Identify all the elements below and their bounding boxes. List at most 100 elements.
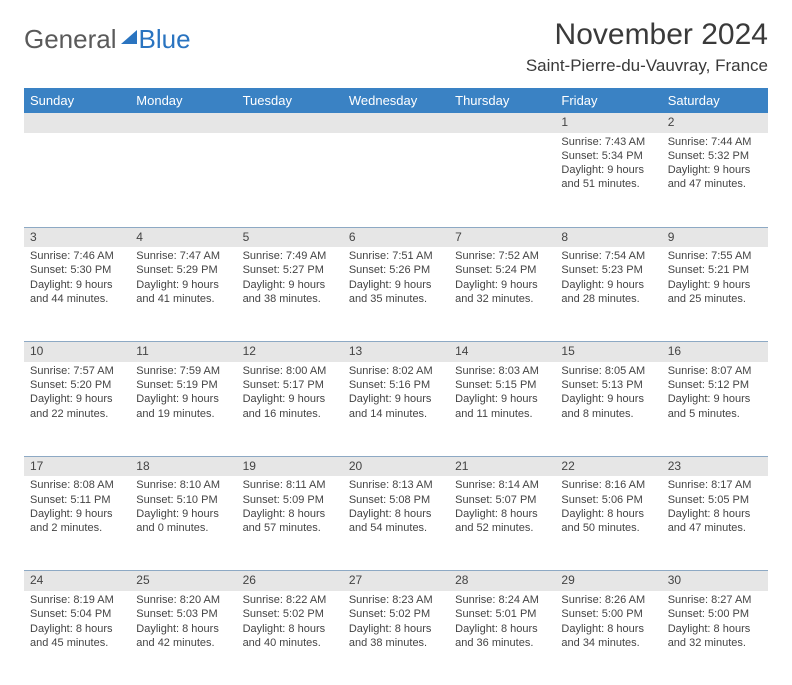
sunrise-text: Sunrise: 8:08 AM — [30, 478, 124, 492]
day-number-cell: 23 — [662, 456, 768, 476]
day-number-cell: 5 — [237, 227, 343, 247]
details-row: Sunrise: 7:43 AMSunset: 5:34 PMDaylight:… — [24, 133, 768, 228]
sunrise-text: Sunrise: 8:13 AM — [349, 478, 443, 492]
sunrise-text: Sunrise: 8:20 AM — [136, 593, 230, 607]
day-number-cell: 3 — [24, 227, 130, 247]
sunset-text: Sunset: 5:34 PM — [561, 149, 655, 163]
day-number-cell: 12 — [237, 342, 343, 362]
day-details-cell: Sunrise: 8:13 AMSunset: 5:08 PMDaylight:… — [343, 476, 449, 571]
day-number: 14 — [455, 344, 468, 358]
day-number-cell — [449, 113, 555, 133]
sunrise-text: Sunrise: 8:19 AM — [30, 593, 124, 607]
day-number-cell: 29 — [555, 571, 661, 591]
brand-part1: General — [24, 24, 117, 55]
day-details-cell: Sunrise: 8:24 AMSunset: 5:01 PMDaylight:… — [449, 591, 555, 685]
day-details-cell: Sunrise: 7:52 AMSunset: 5:24 PMDaylight:… — [449, 247, 555, 342]
daylight-text: Daylight: 9 hours and 14 minutes. — [349, 392, 443, 421]
sunrise-text: Sunrise: 8:26 AM — [561, 593, 655, 607]
day-number-cell: 14 — [449, 342, 555, 362]
sunset-text: Sunset: 5:16 PM — [349, 378, 443, 392]
sunset-text: Sunset: 5:24 PM — [455, 263, 549, 277]
day-details-cell: Sunrise: 7:55 AMSunset: 5:21 PMDaylight:… — [662, 247, 768, 342]
day-details-cell — [237, 133, 343, 228]
day-number-cell — [343, 113, 449, 133]
daylight-text: Daylight: 8 hours and 42 minutes. — [136, 622, 230, 651]
day-number-cell: 10 — [24, 342, 130, 362]
day-details-cell: Sunrise: 8:02 AMSunset: 5:16 PMDaylight:… — [343, 362, 449, 457]
day-number: 2 — [668, 115, 675, 129]
day-number: 21 — [455, 459, 468, 473]
sunrise-text: Sunrise: 8:14 AM — [455, 478, 549, 492]
daylight-text: Daylight: 9 hours and 5 minutes. — [668, 392, 762, 421]
day-details-cell — [130, 133, 236, 228]
day-details-cell: Sunrise: 8:14 AMSunset: 5:07 PMDaylight:… — [449, 476, 555, 571]
daylight-text: Daylight: 9 hours and 11 minutes. — [455, 392, 549, 421]
brand-part2: Blue — [139, 24, 191, 55]
sunrise-text: Sunrise: 7:46 AM — [30, 249, 124, 263]
day-number-cell: 20 — [343, 456, 449, 476]
day-number: 17 — [30, 459, 43, 473]
sunrise-text: Sunrise: 7:44 AM — [668, 135, 762, 149]
sunrise-text: Sunrise: 8:07 AM — [668, 364, 762, 378]
day-number-cell: 30 — [662, 571, 768, 591]
day-details-cell: Sunrise: 7:51 AMSunset: 5:26 PMDaylight:… — [343, 247, 449, 342]
calendar-page: General Blue November 2024 Saint-Pierre-… — [0, 0, 792, 612]
daylight-text: Daylight: 9 hours and 47 minutes. — [668, 163, 762, 192]
day-number: 22 — [561, 459, 574, 473]
day-number-cell: 1 — [555, 113, 661, 133]
sunset-text: Sunset: 5:17 PM — [243, 378, 337, 392]
sunset-text: Sunset: 5:10 PM — [136, 493, 230, 507]
day-number: 9 — [668, 230, 675, 244]
day-number-cell: 25 — [130, 571, 236, 591]
day-number: 4 — [136, 230, 143, 244]
sunset-text: Sunset: 5:06 PM — [561, 493, 655, 507]
day-details-cell: Sunrise: 8:07 AMSunset: 5:12 PMDaylight:… — [662, 362, 768, 457]
daylight-text: Daylight: 9 hours and 22 minutes. — [30, 392, 124, 421]
day-details-cell: Sunrise: 7:44 AMSunset: 5:32 PMDaylight:… — [662, 133, 768, 228]
brand-triangle-icon — [121, 30, 137, 44]
weekday-header: Wednesday — [343, 88, 449, 113]
daylight-text: Daylight: 8 hours and 34 minutes. — [561, 622, 655, 651]
sunrise-text: Sunrise: 8:03 AM — [455, 364, 549, 378]
sunset-text: Sunset: 5:30 PM — [30, 263, 124, 277]
sunrise-text: Sunrise: 8:11 AM — [243, 478, 337, 492]
day-number: 23 — [668, 459, 681, 473]
day-number: 1 — [561, 115, 568, 129]
sunset-text: Sunset: 5:00 PM — [668, 607, 762, 621]
daylight-text: Daylight: 9 hours and 2 minutes. — [30, 507, 124, 536]
day-number: 29 — [561, 573, 574, 587]
sunrise-text: Sunrise: 8:23 AM — [349, 593, 443, 607]
day-number-cell — [24, 113, 130, 133]
day-details-cell: Sunrise: 7:46 AMSunset: 5:30 PMDaylight:… — [24, 247, 130, 342]
day-number: 20 — [349, 459, 362, 473]
day-number: 26 — [243, 573, 256, 587]
day-number-cell: 7 — [449, 227, 555, 247]
day-number: 6 — [349, 230, 356, 244]
sunset-text: Sunset: 5:07 PM — [455, 493, 549, 507]
daylight-text: Daylight: 8 hours and 40 minutes. — [243, 622, 337, 651]
sunrise-text: Sunrise: 8:22 AM — [243, 593, 337, 607]
day-number: 30 — [668, 573, 681, 587]
day-details-cell: Sunrise: 7:43 AMSunset: 5:34 PMDaylight:… — [555, 133, 661, 228]
daylight-text: Daylight: 9 hours and 51 minutes. — [561, 163, 655, 192]
day-details-cell: Sunrise: 8:19 AMSunset: 5:04 PMDaylight:… — [24, 591, 130, 685]
day-number: 25 — [136, 573, 149, 587]
brand-logo: General Blue — [24, 18, 191, 55]
sunrise-text: Sunrise: 7:55 AM — [668, 249, 762, 263]
day-details-cell — [343, 133, 449, 228]
day-number: 13 — [349, 344, 362, 358]
sunrise-text: Sunrise: 8:05 AM — [561, 364, 655, 378]
day-details-cell: Sunrise: 8:23 AMSunset: 5:02 PMDaylight:… — [343, 591, 449, 685]
day-number: 28 — [455, 573, 468, 587]
header-row: General Blue November 2024 Saint-Pierre-… — [24, 18, 768, 80]
sunrise-text: Sunrise: 7:47 AM — [136, 249, 230, 263]
day-details-cell: Sunrise: 8:08 AMSunset: 5:11 PMDaylight:… — [24, 476, 130, 571]
sunrise-text: Sunrise: 8:27 AM — [668, 593, 762, 607]
weekday-header: Friday — [555, 88, 661, 113]
sunset-text: Sunset: 5:27 PM — [243, 263, 337, 277]
sunset-text: Sunset: 5:23 PM — [561, 263, 655, 277]
day-details-cell: Sunrise: 7:47 AMSunset: 5:29 PMDaylight:… — [130, 247, 236, 342]
calendar-table: Sunday Monday Tuesday Wednesday Thursday… — [24, 88, 768, 685]
sunrise-text: Sunrise: 7:59 AM — [136, 364, 230, 378]
day-number-cell: 15 — [555, 342, 661, 362]
